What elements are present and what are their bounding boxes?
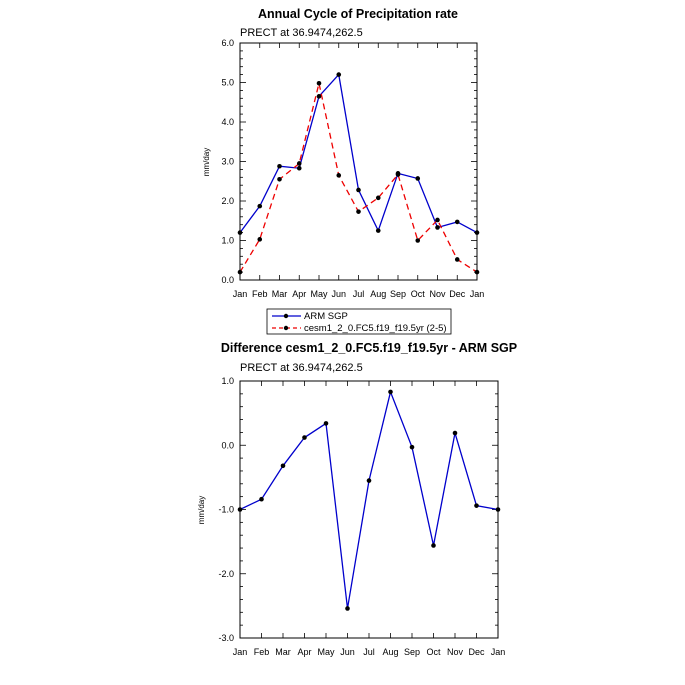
x-tick-label: Jan [233, 647, 248, 657]
y-axis-label: mm/day [202, 148, 211, 176]
series-0-point [296, 165, 302, 171]
series-0-point [259, 496, 264, 502]
series-0-point [366, 478, 372, 483]
series-0-point [435, 225, 440, 230]
series-0-point [237, 230, 243, 235]
x-tick-label: Jan [233, 289, 248, 299]
x-tick-label: Apr [292, 289, 306, 299]
series-line-1 [239, 83, 478, 273]
y-tick-label: -3.0 [218, 633, 234, 643]
series-1-point [435, 217, 440, 223]
x-tick-label: Feb [254, 647, 270, 657]
series-0-point [415, 176, 421, 181]
plot-area [239, 42, 478, 281]
series-0-point [277, 163, 282, 169]
x-tick-label: Mar [272, 289, 288, 299]
legend-marker-arm-sgp [283, 313, 289, 319]
plot-area [239, 380, 499, 639]
series-0-point [375, 228, 381, 233]
difference-panel: Difference cesm1_2_0.FC5.f19_f19.5yr - A… [197, 341, 517, 657]
legend: ARM SGP cesm1_2_0.FC5.f19_f19.5yr (2-5) [266, 308, 452, 335]
x-tick-label: Mar [275, 647, 291, 657]
x-tick-label: Oct [426, 647, 441, 657]
y-tick-label: 4.0 [221, 117, 234, 127]
series-0-point [336, 72, 342, 77]
series-0-point [474, 230, 480, 235]
chart-subtitle: PRECT at 36.9474,262.5 [240, 362, 363, 374]
series-1-point [395, 172, 401, 177]
x-tick-label: Jun [331, 289, 346, 299]
x-tick-label: May [317, 647, 335, 657]
series-1-point [316, 80, 322, 86]
legend-label-cesm: cesm1_2_0.FC5.f19_f19.5yr (2-5) [304, 323, 447, 334]
legend-label-arm-sgp: ARM SGP [304, 311, 348, 322]
x-tick-label: Dec [449, 289, 466, 299]
y-tick-label: 5.0 [221, 78, 234, 88]
x-tick-label: Apr [297, 647, 311, 657]
series-1-point [237, 269, 243, 275]
x-tick-label: Jan [491, 647, 506, 657]
series-0-point [431, 543, 436, 548]
x-tick-label: Sep [390, 289, 406, 299]
x-tick-label: Jul [353, 289, 365, 299]
y-tick-label: 3.0 [221, 157, 234, 167]
x-tick-label: Nov [429, 289, 446, 299]
legend-box [266, 308, 452, 335]
series-1-point [474, 269, 480, 275]
series-0-point [237, 507, 243, 512]
legend-marker-cesm [283, 325, 289, 331]
series-0-point [257, 203, 263, 209]
series-0-point [454, 219, 460, 225]
x-tick-label: Jun [340, 647, 355, 657]
series-1-point [356, 209, 361, 214]
y-tick-label: 0.0 [221, 440, 234, 450]
y-tick-label: 1.0 [221, 236, 234, 246]
x-tick-label: Aug [370, 289, 386, 299]
series-0-point [323, 421, 329, 426]
y-tick-label: -2.0 [218, 569, 234, 579]
y-axis-label: mm/day [197, 496, 206, 524]
y-tick-label: 6.0 [221, 38, 234, 48]
series-0-point [452, 430, 458, 436]
series-1-point [375, 195, 381, 201]
series-1-point [277, 176, 282, 182]
series-1-point [296, 161, 302, 166]
y-tick-label: 2.0 [221, 196, 234, 206]
series-0-point [474, 503, 479, 508]
x-tick-label: Feb [252, 289, 268, 299]
series-0-point [316, 94, 322, 99]
x-tick-label: Sep [404, 647, 420, 657]
series-0-point [280, 463, 286, 469]
series-0-point [388, 389, 393, 395]
x-tick-label: Aug [382, 647, 398, 657]
series-line-0 [239, 389, 499, 609]
series-1-point [415, 238, 421, 243]
x-tick-label: Dec [468, 647, 485, 657]
y-tick-label: 1.0 [221, 376, 234, 386]
x-tick-label: Jan [470, 289, 485, 299]
chart-subtitle: PRECT at 36.9474,262.5 [240, 27, 363, 39]
series-0-point [356, 187, 361, 193]
x-tick-label: Nov [447, 647, 464, 657]
x-tick-label: May [310, 289, 328, 299]
series-0-point [495, 507, 501, 512]
series-0-point [302, 435, 307, 440]
y-tick-label: -1.0 [218, 505, 234, 515]
series-1-point [454, 257, 460, 262]
annual-cycle-panel: Annual Cycle of Precipitation rate PRECT… [202, 7, 485, 335]
y-tick-label: 0.0 [221, 275, 234, 285]
series-1-point [257, 237, 263, 242]
series-0-point [345, 606, 350, 611]
x-tick-label: Oct [411, 289, 426, 299]
x-tick-label: Jul [363, 647, 375, 657]
series-1-point [336, 173, 342, 178]
series-0-point [409, 444, 415, 450]
chart-title: Annual Cycle of Precipitation rate [258, 7, 458, 21]
chart-title: Difference cesm1_2_0.FC5.f19_f19.5yr - A… [221, 341, 517, 355]
series-line-0 [239, 73, 478, 234]
